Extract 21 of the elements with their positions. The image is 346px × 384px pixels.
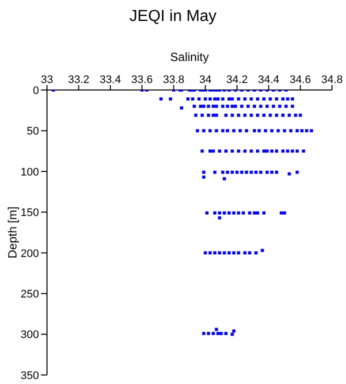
y-tick-label: 300 [20,329,39,342]
x-axis-title: Salinity [169,50,210,64]
y-tick-label: 100 [20,166,39,178]
x-tick-label: 33.8 [162,74,184,86]
y-axis-title: Depth [m] [5,206,20,259]
x-tick-label: 34 [199,74,212,86]
x-tick-label: 33.6 [131,74,153,86]
x-tick-label: 34.6 [290,74,312,86]
x-tick-label: 34.2 [226,74,248,86]
x-tick-label: 34.8 [321,74,343,86]
y-tick-label: 250 [20,288,39,300]
x-tick-label: 34.4 [258,74,280,86]
y-tick-label: 200 [20,248,39,260]
chart-title: JEQI in May [128,8,218,26]
x-tick-label: 33 [40,74,54,86]
y-tick-label: 0 [32,84,39,97]
x-tick-label: 33.2 [68,74,90,86]
y-tick-label: 150 [20,207,39,220]
y-tick-label: 50 [26,126,39,138]
x-tick-label: 33.4 [100,74,122,86]
y-tick-label: 350 [20,370,39,382]
